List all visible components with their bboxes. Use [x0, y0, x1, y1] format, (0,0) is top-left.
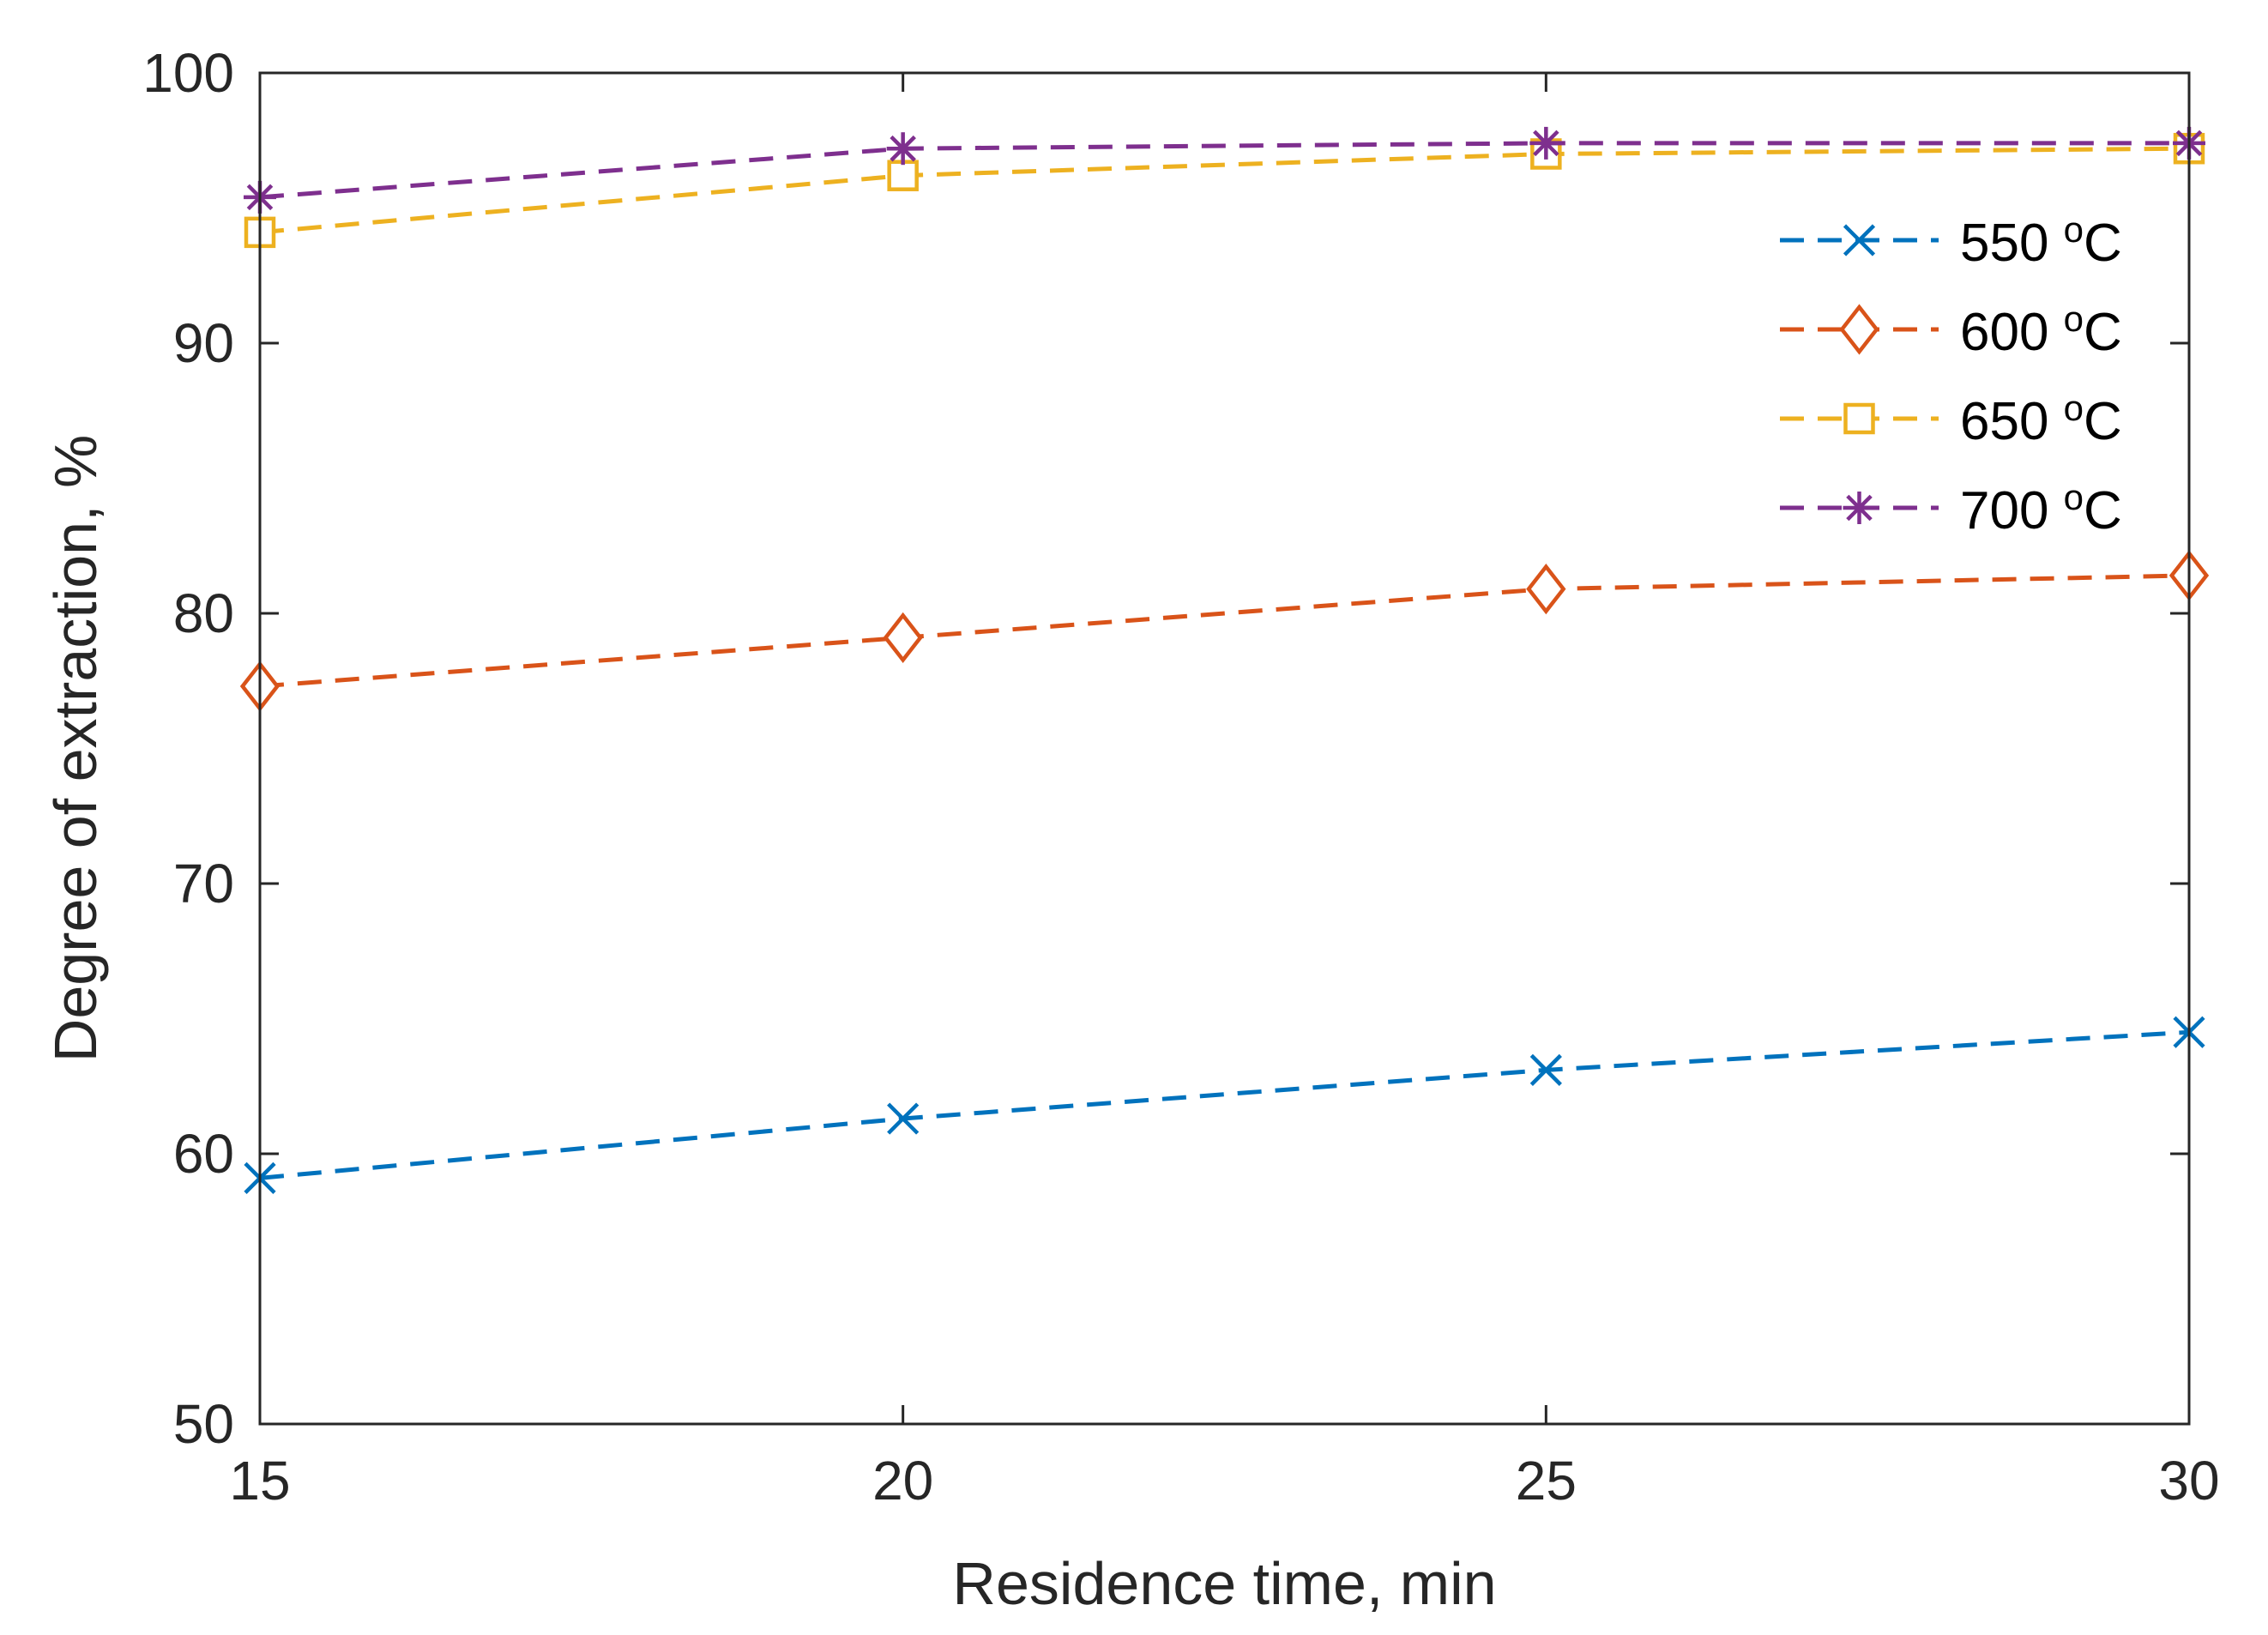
data-point [887, 160, 919, 191]
data-point [887, 1102, 920, 1135]
x-tick-label: 30 [2158, 1450, 2219, 1511]
legend-item: 700 oC [1780, 477, 2122, 540]
series-700 [244, 126, 2205, 214]
y-tick-label: 80 [173, 582, 234, 644]
x-tick-label: 15 [229, 1450, 290, 1511]
legend-marker [1843, 402, 1875, 435]
legend-label: 650 oC [1960, 388, 2122, 451]
series-line [259, 146, 2190, 235]
legend-item: 650 oC [1780, 388, 2122, 451]
series-550 [244, 1016, 2205, 1194]
axes-layer: 15 20 25 30 50 60 70 80 90 100 [142, 42, 2219, 1511]
series-600 [239, 550, 2210, 712]
legend-marker [1839, 304, 1879, 355]
legend-item: 550 oC [1780, 209, 2122, 273]
series-layer [239, 126, 2210, 1194]
x-tick-label: 25 [1516, 1450, 1577, 1511]
y-axis-title: Degree of extraction, % [42, 435, 109, 1062]
axes-box [258, 71, 2191, 1426]
legend-label: 600 oC [1960, 299, 2122, 362]
y-tick-label: 70 [173, 853, 234, 914]
legend-marker [1843, 492, 1876, 524]
y-tick-label: 50 [173, 1393, 234, 1455]
data-point [1529, 1053, 1562, 1086]
legend-marker [1843, 224, 1876, 256]
legend: 550 oC 600 oC 650 oC 700 oC [1780, 209, 2122, 540]
legend-label: 550 oC [1960, 209, 2122, 273]
y-tick-label: 100 [142, 42, 234, 104]
data-point [886, 132, 920, 166]
series-line [259, 141, 2189, 200]
legend-item: 600 oC [1780, 299, 2122, 362]
series-line [259, 1029, 2190, 1180]
x-axis-title: Residence time, min [952, 1550, 1496, 1617]
plot-background [260, 73, 2189, 1424]
data-point [883, 612, 923, 664]
data-point [1529, 126, 1563, 160]
legend-label: 700 oC [1960, 477, 2122, 540]
series-line [259, 573, 2190, 689]
y-tick-label: 60 [173, 1123, 234, 1185]
x-tick-label: 20 [872, 1450, 933, 1511]
data-point [1526, 563, 1566, 615]
plot-area [260, 73, 2189, 1424]
y-tick-label: 90 [173, 312, 234, 374]
